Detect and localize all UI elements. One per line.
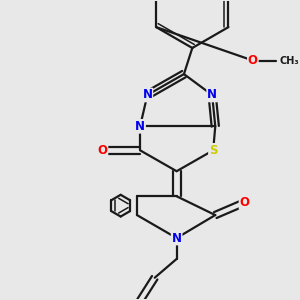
Text: O: O bbox=[239, 196, 250, 209]
Text: O: O bbox=[98, 144, 107, 157]
Text: N: N bbox=[207, 88, 217, 101]
Text: O: O bbox=[248, 54, 258, 67]
Text: N: N bbox=[135, 120, 145, 133]
Text: N: N bbox=[142, 88, 152, 101]
Text: CH₃: CH₃ bbox=[279, 56, 299, 65]
Text: S: S bbox=[209, 144, 218, 157]
Text: N: N bbox=[172, 232, 182, 244]
